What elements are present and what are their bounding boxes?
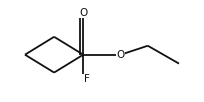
Text: F: F — [84, 74, 90, 84]
Text: O: O — [117, 50, 125, 60]
Text: O: O — [79, 8, 87, 18]
